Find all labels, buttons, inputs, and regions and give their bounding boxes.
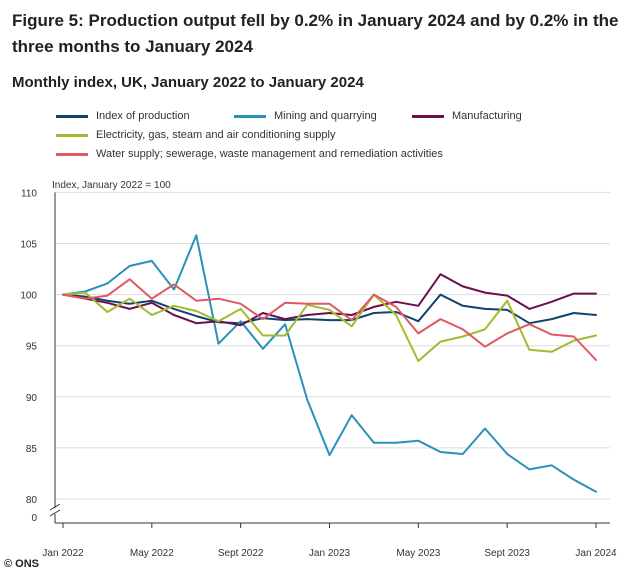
series-line-3 <box>62 291 597 362</box>
y-tick-label: 90 <box>26 393 38 404</box>
legend-label: Water supply; sewerage, waste management… <box>96 148 443 160</box>
legend-item-electricity[interactable]: Electricity, gas, steam and air conditio… <box>56 129 335 141</box>
series-line-0 <box>62 293 597 325</box>
y-tick-label: 110 <box>21 188 37 199</box>
chart-legend: Index of production Mining and quarrying… <box>56 110 626 167</box>
axis-break-mark <box>49 503 61 511</box>
legend-label: Electricity, gas, steam and air conditio… <box>96 129 336 141</box>
y-tick-label: 85 <box>26 444 38 455</box>
y-tick-label: 95 <box>26 342 38 353</box>
x-tick-label: Jan 2022 <box>42 548 84 559</box>
y-tick-label: 0 <box>31 513 37 524</box>
x-tick-label: Sept 2023 <box>484 548 530 559</box>
legend-swatch <box>56 133 88 137</box>
chart-subtitle: Monthly index, UK, January 2022 to Janua… <box>12 74 364 91</box>
y-tick-label: 80 <box>26 495 38 506</box>
x-tick-label: May 2022 <box>130 548 174 559</box>
legend-swatch <box>412 114 444 118</box>
legend-item-manufacturing[interactable]: Manufacturing <box>412 110 522 122</box>
legend-label: Manufacturing <box>452 110 522 122</box>
y-tick-label: 100 <box>20 291 37 302</box>
series-line-1 <box>62 234 597 493</box>
x-tick-label: Jan 2024 <box>575 548 617 559</box>
legend-swatch <box>56 152 88 156</box>
x-tick-label: Sept 2022 <box>218 548 264 559</box>
y-tick-label: 105 <box>20 240 37 251</box>
legend-item-mining-and-quarrying[interactable]: Mining and quarrying <box>234 110 377 122</box>
x-tick-label: Jan 2023 <box>309 548 351 559</box>
legend-item-index-of-production[interactable]: Index of production <box>56 110 190 122</box>
legend-label: Index of production <box>96 110 190 122</box>
series-line-4 <box>62 278 597 361</box>
chart-title: Figure 5: Production output fell by 0.2%… <box>12 11 619 56</box>
legend-item-water-supply[interactable]: Water supply; sewerage, waste management… <box>56 148 443 160</box>
x-tick-label: May 2023 <box>396 548 440 559</box>
legend-swatch <box>234 114 266 118</box>
axis-break-mark <box>49 509 61 517</box>
ons-credit: © ONS <box>2 558 41 570</box>
legend-label: Mining and quarrying <box>274 110 377 122</box>
y-axis-label: Index, January 2022 = 100 <box>52 180 171 191</box>
series-line-2 <box>62 273 597 327</box>
legend-swatch <box>56 114 88 118</box>
